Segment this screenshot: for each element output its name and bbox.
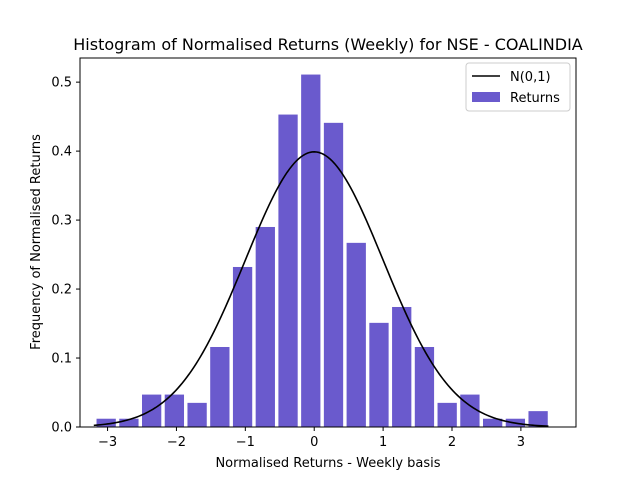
histogram-bar	[323, 122, 344, 427]
normal-distribution-curve	[93, 151, 549, 427]
y-tick-label: 0.0	[51, 421, 72, 436]
curve-group	[93, 151, 549, 427]
legend-label-normal: N(0,1)	[510, 70, 551, 85]
histogram-bar	[164, 394, 185, 427]
y-tick-label: 0.2	[51, 283, 72, 298]
histogram-bar	[301, 74, 321, 427]
histogram-bar	[232, 266, 253, 427]
y-tick-label: 0.5	[51, 76, 72, 91]
legend: N(0,1) Returns	[465, 62, 571, 112]
histogram-bar	[437, 402, 457, 427]
histogram-bar	[483, 418, 503, 427]
histogram-bar	[414, 346, 435, 427]
y-tick-label: 0.4	[51, 145, 72, 160]
histogram-bar	[255, 226, 275, 427]
bars-group	[96, 74, 548, 427]
x-axis: −3 −2 −1 0 1 2 3	[98, 427, 525, 450]
histogram-bar	[119, 418, 139, 427]
chart-title: Histogram of Normalised Returns (Weekly)…	[73, 35, 583, 54]
x-tick-label: 1	[379, 435, 387, 450]
histogram-bar	[96, 418, 116, 427]
x-tick-label: −1	[236, 435, 255, 450]
legend-label-returns: Returns	[510, 91, 560, 106]
x-tick-label: 3	[517, 435, 525, 450]
histogram-bar	[369, 322, 389, 427]
histogram-bar	[346, 242, 366, 427]
histogram-bar	[392, 306, 412, 427]
x-tick-label: −2	[167, 435, 186, 450]
plot-frame	[79, 57, 577, 428]
x-tick-label: −3	[98, 435, 117, 450]
y-axis-label: Frequency of Normalised Returns	[29, 134, 44, 350]
x-tick-label: 2	[448, 435, 456, 450]
legend-bar-swatch	[472, 92, 500, 102]
histogram-bar	[210, 346, 230, 427]
x-tick-label: 0	[310, 435, 318, 450]
y-axis: 0.0 0.1 0.2 0.3 0.4 0.5	[51, 76, 80, 436]
y-tick-label: 0.3	[51, 214, 72, 229]
histogram-bar	[528, 411, 548, 427]
histogram-bar	[278, 114, 298, 427]
x-axis-label: Normalised Returns - Weekly basis	[215, 456, 440, 471]
histogram-bar	[187, 402, 207, 427]
y-tick-label: 0.1	[51, 352, 72, 367]
